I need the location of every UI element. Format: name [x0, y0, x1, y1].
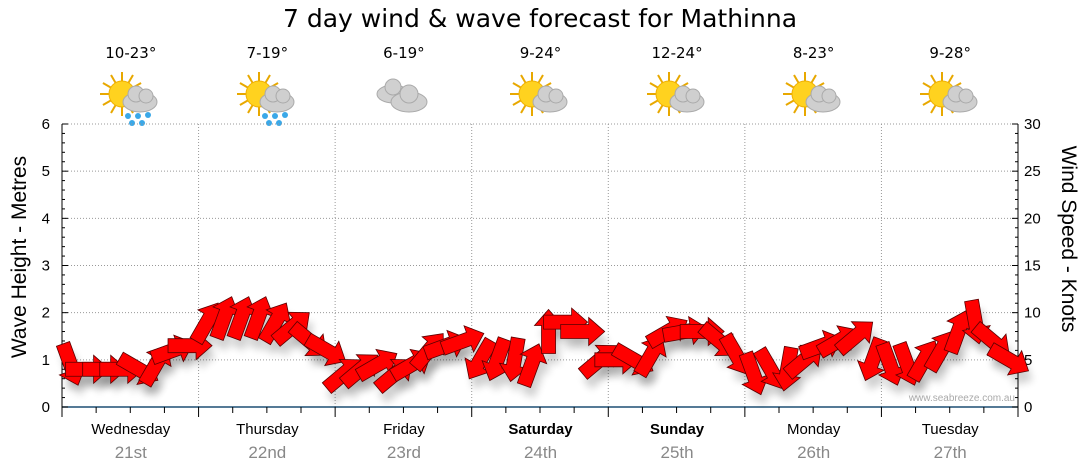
- x-tick-day: Saturday: [508, 421, 573, 438]
- x-tick-date: 22nd: [248, 443, 287, 462]
- x-tick-date: 25th: [660, 443, 694, 462]
- wind-arrow: [833, 321, 874, 357]
- chart-title: 7 day wind & wave forecast for Mathinna: [282, 4, 798, 33]
- day-temp-range: 8-23°: [792, 44, 835, 62]
- x-tick-day: Thursday: [236, 421, 299, 438]
- y-tick-left: 3: [42, 258, 50, 275]
- cloudy-icon: [371, 70, 435, 130]
- y-tick-left: 5: [42, 163, 50, 180]
- x-tick-date: 23rd: [386, 443, 421, 462]
- wind-arrow: [633, 335, 667, 379]
- x-tick-day: Tuesday: [921, 421, 979, 438]
- wind-arrow: [439, 325, 485, 356]
- wind-arrow: [257, 302, 292, 346]
- sun-cloud-icon: [781, 70, 845, 130]
- wind-arrow: [560, 316, 606, 347]
- wind-arrow: [498, 336, 529, 383]
- x-tick-date: 21st: [114, 443, 147, 462]
- y-tick-right: 20: [1024, 210, 1041, 227]
- y-tick-left: 1: [42, 352, 50, 369]
- y-tick-right: 10: [1024, 305, 1041, 322]
- y-tick-right: 30: [1024, 116, 1041, 133]
- sun-cloud-icon: [918, 70, 982, 130]
- sun-cloud-icon: [508, 70, 572, 130]
- day-temp-range: 9-24°: [519, 44, 562, 62]
- day-temp-range: 12-24°: [651, 44, 703, 62]
- y-tick-left: 0: [42, 399, 50, 416]
- y-tick-left: 6: [42, 116, 50, 133]
- day-temp-range: 6-19°: [383, 44, 425, 62]
- wind-arrow: [738, 350, 770, 396]
- y-tick-left: 2: [42, 305, 50, 322]
- day-temp-range: 7-19°: [246, 44, 289, 62]
- day-temp-range: 9-28°: [929, 44, 971, 62]
- x-tick-day: Friday: [383, 421, 425, 438]
- wind-arrow: [354, 348, 398, 383]
- x-tick-date: 26th: [797, 443, 831, 462]
- x-tick-day: Wednesday: [91, 421, 171, 438]
- watermark: www.seabreeze.com.au: [908, 393, 1015, 404]
- y-tick-right: 5: [1024, 352, 1032, 369]
- x-tick-day: Sunday: [649, 421, 705, 438]
- wind-arrow: [986, 342, 1030, 376]
- y-tick-right: 15: [1024, 258, 1041, 275]
- sun-cloud-rain-icon: [235, 70, 299, 130]
- day-temp-range: 10-23°: [105, 44, 157, 62]
- x-tick-date: 24th: [523, 443, 558, 462]
- x-tick-day: Monday: [786, 421, 841, 438]
- wind-arrow: [464, 336, 498, 380]
- sun-cloud-rain-icon: [98, 70, 162, 130]
- y-tick-left: 4: [42, 210, 50, 227]
- y-tick-right: 25: [1024, 163, 1041, 180]
- sun-cloud-icon: [645, 70, 709, 130]
- y-tick-right: 0: [1024, 399, 1032, 416]
- x-tick-date: 27th: [933, 443, 967, 462]
- wind-arrow: [303, 332, 347, 367]
